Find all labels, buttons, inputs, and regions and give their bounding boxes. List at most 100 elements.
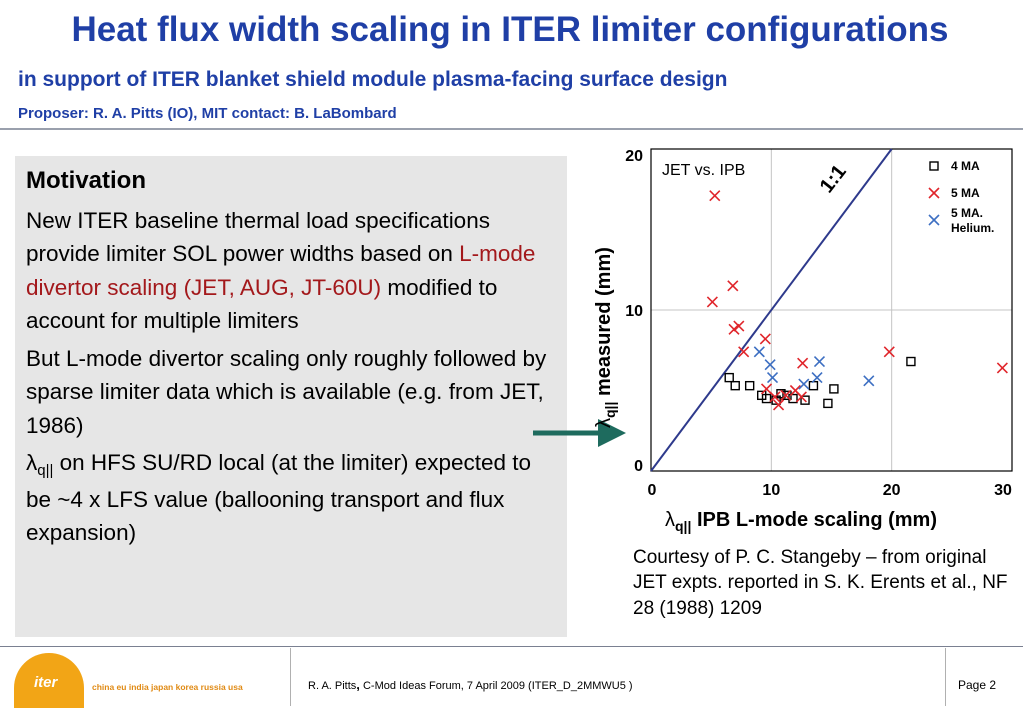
- data-point-series-1-stroke: [883, 346, 895, 358]
- motivation-paragraph-3: λq|| on HFS SU/RD local (at the limiter)…: [26, 446, 556, 549]
- y-axis-label: λq|| measured (mm): [593, 247, 618, 428]
- data-point-series-1: [780, 389, 792, 401]
- footer-separator-2: [945, 648, 946, 706]
- footer-separator: [290, 648, 291, 706]
- data-point-series-2: [798, 378, 810, 390]
- legend-label: 5 MA: [951, 186, 980, 200]
- footer-author: R. A. Pitts: [308, 680, 357, 692]
- motivation-paragraph-1: New ITER baseline thermal load specifica…: [26, 204, 556, 338]
- data-point-series-2-stroke: [811, 372, 823, 384]
- data-point-series-1-stroke: [709, 190, 721, 202]
- header-divider: [0, 128, 1023, 130]
- x-tick-label: 30: [994, 482, 1012, 499]
- legend-marker: [928, 187, 940, 199]
- y-tick-label: 10: [625, 303, 643, 320]
- data-point-series-1-stroke: [727, 280, 739, 292]
- data-point-series-2-stroke: [764, 359, 776, 371]
- data-point-series-1: [795, 391, 807, 403]
- data-point-series-0: [730, 380, 740, 391]
- p1-text: New ITER baseline thermal load specifica…: [26, 207, 490, 267]
- legend-marker: [928, 214, 940, 226]
- data-point-series-2: [811, 372, 823, 384]
- data-point-series-1: [797, 357, 809, 369]
- data-point-series-2-stroke: [753, 346, 765, 358]
- p3-text: on HFS SU/RD local (at the limiter) expe…: [26, 450, 532, 546]
- data-point-series-1: [738, 346, 750, 358]
- data-point-series-2: [764, 359, 776, 371]
- data-point-series-0: [724, 372, 734, 383]
- chart-title: JET vs. IPB: [662, 162, 745, 179]
- legend-label: 4 MA: [951, 159, 980, 173]
- lambda-subscript: q||: [37, 462, 54, 480]
- scatter-chart: 1:1 0 10 20 30 0 10 20 JET vs. IPB 4 MA 5 MA 5 M…: [593, 148, 1013, 534]
- data-point-series-1-stroke: [760, 383, 773, 395]
- data-point-series-1-stroke: [996, 362, 1008, 374]
- slide-subtitle: in support of ITER blanket shield module…: [18, 68, 728, 91]
- arrow-icon: [533, 419, 626, 447]
- data-point-series-1-stroke: [789, 384, 801, 397]
- slide-title: Heat flux width scaling in ITER limiter …: [71, 10, 949, 49]
- motivation-paragraph-2: But L-mode divertor scaling only roughly…: [26, 345, 547, 438]
- data-point-series-0: [757, 390, 767, 401]
- data-point-series-1: [883, 346, 895, 358]
- data-point-series-0: [829, 384, 839, 394]
- x-tick-label: 20: [883, 482, 901, 499]
- partner-list: china eu india japan korea russia usa: [92, 682, 243, 692]
- data-point-series-0: [788, 393, 798, 404]
- data-point-series-2: [766, 372, 779, 384]
- data-point-series-1-stroke: [733, 320, 745, 332]
- data-point-series-1: [727, 280, 739, 292]
- proposer-line: Proposer: R. A. Pitts (IO), MIT contact:…: [18, 105, 397, 122]
- data-point-series-0: [744, 380, 755, 391]
- legend-marker-stroke: [928, 214, 940, 226]
- logo-text: iter: [34, 674, 58, 691]
- data-point-series-1: [709, 190, 721, 202]
- iter-logo: [14, 653, 84, 708]
- data-point-series-0: [823, 398, 833, 409]
- legend-marker: [929, 161, 939, 171]
- data-point-series-2-stroke: [766, 372, 779, 384]
- data-point-series-1-stroke: [795, 391, 807, 403]
- data-point-series-1: [728, 323, 740, 335]
- data-point-series-1-stroke: [759, 333, 771, 345]
- data-point-series-1: [996, 362, 1008, 374]
- legend-label: Helium.: [951, 221, 994, 235]
- x-axis-label: λq|| IPB L-mode scaling (mm): [665, 509, 937, 534]
- footer-citation: R. A. Pitts, C-Mod Ideas Forum, 7 April …: [308, 677, 633, 692]
- data-point-series-2: [863, 375, 875, 387]
- courtesy-note: Courtesy of P. C. Stangeby – from origin…: [633, 547, 1008, 619]
- legend-marker-stroke: [928, 187, 940, 199]
- legend-label: 5 MA.: [951, 206, 983, 220]
- data-point-series-1-stroke: [728, 323, 740, 335]
- one-to-one-line: [650, 148, 893, 472]
- data-point-series-1-stroke: [706, 296, 718, 308]
- data-point-series-1-stroke: [772, 399, 785, 411]
- data-point-series-0: [761, 393, 772, 404]
- footer-event: C-Mod Ideas Forum, 7 April 2009 (ITER_D_…: [362, 680, 633, 692]
- data-point-series-0: [800, 395, 810, 405]
- data-point-series-1: [759, 333, 771, 345]
- p1-highlight: L-mode divertor scaling (JET, AUG, JT-60…: [26, 241, 536, 300]
- data-point-series-1: [769, 391, 781, 403]
- data-point-series-2-stroke: [813, 355, 826, 368]
- data-point-series-1-stroke: [780, 389, 792, 401]
- plot-frame: [650, 148, 1013, 472]
- data-point-series-1-stroke: [797, 357, 809, 369]
- y-tick-label: 20: [625, 148, 643, 165]
- data-point-series-1: [706, 296, 718, 308]
- data-point-series-1-stroke: [738, 346, 750, 358]
- motivation-heading: Motivation: [26, 167, 146, 194]
- data-point-series-1-stroke: [769, 391, 781, 403]
- one-to-one-label: 1:1: [816, 161, 851, 197]
- page-number: Page 2: [958, 678, 997, 692]
- data-point-series-2-stroke: [798, 378, 810, 390]
- data-point-series-0: [906, 356, 916, 367]
- footer-divider: [0, 646, 1023, 647]
- y-tick-label: 0: [634, 458, 643, 475]
- x-tick-label: 0: [648, 482, 657, 499]
- motivation-panel: Motivation New ITER baseline thermal loa…: [15, 156, 567, 637]
- lambda-symbol: λ: [26, 450, 38, 476]
- data-point-series-2: [813, 355, 826, 368]
- data-point-series-2: [753, 346, 765, 358]
- data-point-series-2-stroke: [863, 375, 875, 387]
